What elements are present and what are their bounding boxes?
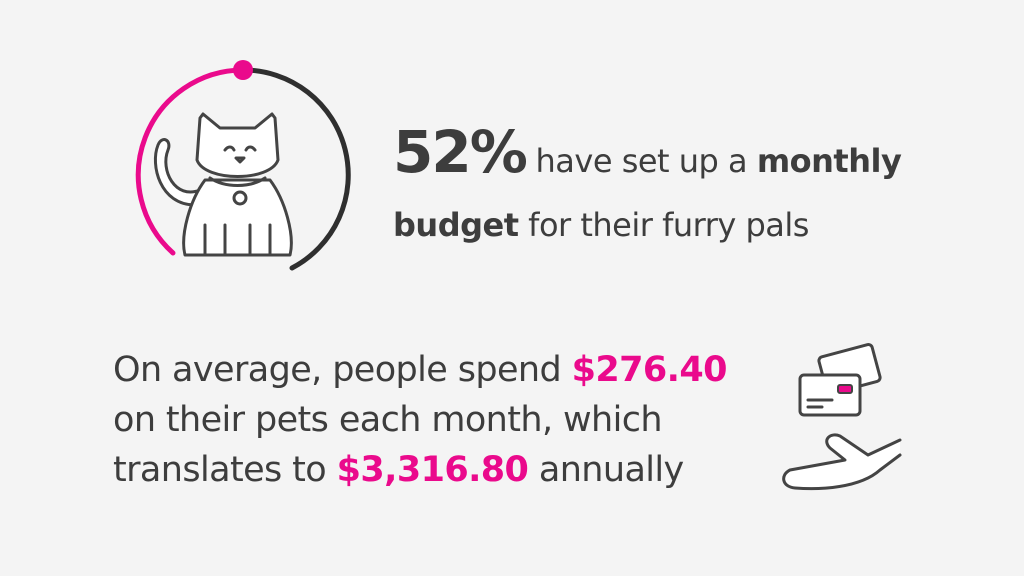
stat-text: for their furry pals <box>528 206 809 244</box>
stat-amount: $276.40 <box>571 350 728 390</box>
gauge-arc-dark <box>240 67 351 271</box>
gauge-knob <box>233 60 253 80</box>
stat-text: have set up a <box>535 142 748 180</box>
stat-amount: $3,316.80 <box>336 450 529 490</box>
payment-icon <box>782 343 902 491</box>
stat-figure: 52% <box>393 118 528 186</box>
stat-emphasis: budget <box>393 206 519 244</box>
budget-stat: 52% have set up a monthly budget for the… <box>393 118 902 257</box>
stat-text: On average, people spend <box>113 350 562 390</box>
stat-text: on their pets each month, which <box>113 400 663 440</box>
gauge <box>135 60 351 271</box>
stat-emphasis: monthly <box>756 142 902 180</box>
spend-stat: On average, people spend $276.40 on thei… <box>113 345 727 495</box>
cat-icon <box>153 112 293 257</box>
gauge-arc-pink <box>135 67 246 256</box>
stat-text: annually <box>538 450 684 490</box>
stat-text: translates to <box>113 450 327 490</box>
